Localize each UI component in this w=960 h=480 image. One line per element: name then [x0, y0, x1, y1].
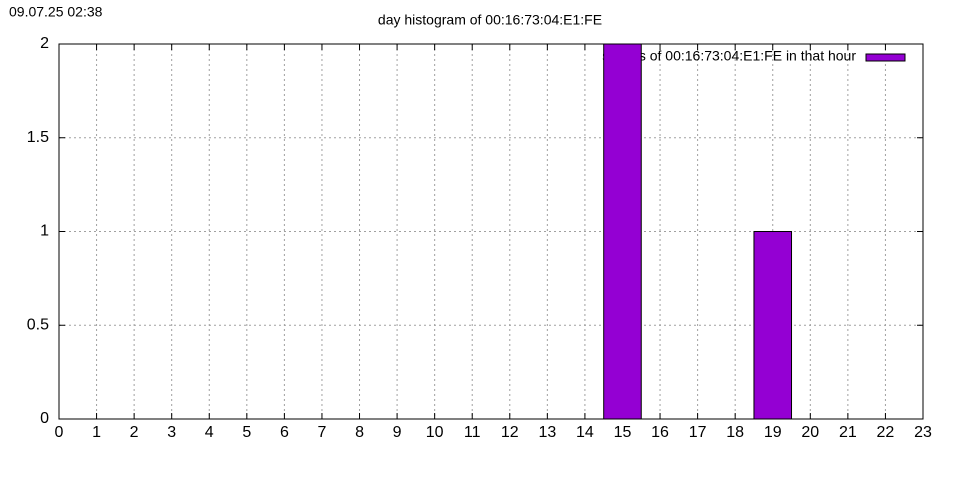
y-tick-label: 1 — [40, 223, 49, 240]
x-tick-label: 15 — [614, 424, 632, 441]
legend-label: signals of 00:16:73:04:E1:FE in that hou… — [602, 48, 856, 64]
x-tick-label: 0 — [55, 424, 64, 441]
timestamp: 09.07.25 02:38 — [9, 4, 103, 20]
x-tick-label: 4 — [205, 424, 214, 441]
y-tick-label: 1.5 — [27, 129, 49, 146]
y-tick-label: 2 — [40, 35, 49, 52]
bar — [603, 43, 642, 420]
x-tick-label: 22 — [877, 424, 895, 441]
x-tick-label: 9 — [393, 424, 402, 441]
x-tick-label: 8 — [355, 424, 364, 441]
x-tick-label: 19 — [764, 424, 782, 441]
x-tick-label: 12 — [501, 424, 519, 441]
x-tick-label: 10 — [426, 424, 444, 441]
x-tick-label: 18 — [726, 424, 744, 441]
bar — [753, 231, 793, 420]
x-tick-label: 1 — [92, 424, 101, 441]
x-tick-label: 14 — [576, 424, 594, 441]
x-tick-label: 21 — [839, 424, 857, 441]
x-tick-label: 7 — [318, 424, 327, 441]
x-tick-label: 16 — [651, 424, 669, 441]
x-tick-label: 20 — [801, 424, 819, 441]
y-tick-label: 0.5 — [27, 316, 49, 333]
x-tick-label: 2 — [130, 424, 139, 441]
plot-border — [58, 43, 924, 420]
legend-swatch — [865, 53, 906, 62]
x-tick-label: 3 — [167, 424, 176, 441]
x-tick-label: 13 — [538, 424, 556, 441]
x-tick-label: 6 — [280, 424, 289, 441]
y-tick-label: 0 — [40, 410, 49, 427]
x-tick-label: 11 — [464, 424, 481, 441]
x-tick-label: 5 — [242, 424, 251, 441]
chart-title: day histogram of 00:16:73:04:E1:FE — [378, 12, 602, 28]
x-tick-label: 17 — [689, 424, 707, 441]
x-tick-label: 23 — [914, 424, 932, 441]
